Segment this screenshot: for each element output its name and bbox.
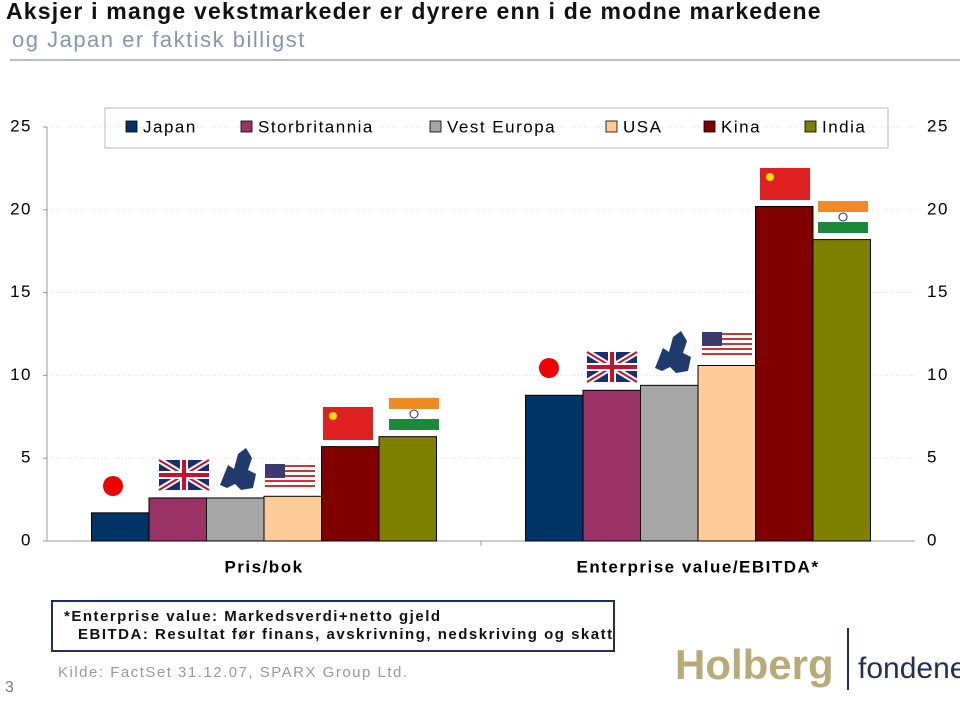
bar xyxy=(525,394,584,542)
bar xyxy=(812,239,871,542)
flag-india xyxy=(818,201,868,233)
bar xyxy=(697,364,756,542)
logo-fondene: fondene xyxy=(858,652,960,685)
bar xyxy=(91,512,150,542)
bar xyxy=(148,497,207,542)
chart-title: Aksjer i mange vekstmarkeder er dyrere e… xyxy=(6,0,822,24)
legend-swatch xyxy=(429,120,442,133)
bar xyxy=(206,497,265,542)
y2-tick-label: 5 xyxy=(927,448,938,467)
legend-swatch xyxy=(240,120,253,133)
flag-usa xyxy=(265,464,315,490)
legend-label: India xyxy=(822,117,866,136)
flag-japan xyxy=(103,476,123,496)
map-europe xyxy=(220,448,256,490)
source: Kilde: FactSet 31.12.07, SPARX Group Ltd… xyxy=(58,664,409,681)
y-tick-label: 5 xyxy=(21,448,32,467)
flag-india xyxy=(389,398,439,430)
flags xyxy=(103,168,868,496)
legend-label: Storbritannia xyxy=(258,117,374,136)
y-tick-label: 25 xyxy=(10,116,32,135)
y-tick-label: 20 xyxy=(10,199,32,218)
footnote-box xyxy=(51,600,615,652)
footnote: *Enterprise value: Markedsverdi+netto gj… xyxy=(64,608,442,625)
flag-usa xyxy=(702,332,752,358)
y2-tick-label: 25 xyxy=(927,116,949,135)
y-tick-label: 0 xyxy=(21,530,32,549)
logo-holberg: Holberg xyxy=(675,641,834,688)
x-tick-label: Pris/bok xyxy=(224,557,303,576)
bar xyxy=(755,205,814,542)
plot: 0 5 10 15 20 25 0 5 10 15 20 25 Pris/bok Enterprise v… xyxy=(10,116,949,576)
bar xyxy=(321,446,380,542)
legend-swatch xyxy=(703,120,716,133)
flag-china xyxy=(323,407,373,440)
y2-tick-label: 0 xyxy=(927,530,938,549)
bar xyxy=(582,389,641,542)
legend-swatch xyxy=(605,120,618,133)
legend-label: USA xyxy=(623,117,662,136)
x-tick-label: Enterprise value/EBITDA* xyxy=(577,557,820,576)
legend-label: Japan xyxy=(143,117,197,136)
bar xyxy=(378,436,437,542)
flag-uk xyxy=(585,349,639,385)
flag-japan xyxy=(539,358,559,378)
legend-box xyxy=(104,107,889,149)
page-number: 3 xyxy=(5,679,14,696)
bar xyxy=(640,384,699,542)
legend-swatch xyxy=(804,120,817,133)
y-tick-label: 10 xyxy=(10,365,32,384)
bar xyxy=(263,495,322,542)
flag-china xyxy=(760,168,810,200)
legend-label: Kina xyxy=(721,117,761,136)
y2-tick-label: 20 xyxy=(927,199,949,218)
y2-tick-label: 15 xyxy=(927,282,949,301)
legend-label: Vest Europa xyxy=(447,117,556,136)
y-tick-label: 15 xyxy=(10,282,32,301)
y2-tick-label: 10 xyxy=(927,365,949,384)
map-europe xyxy=(655,331,691,373)
chart-subtitle: og Japan er faktisk billigst xyxy=(12,27,306,52)
footnote: EBITDA: Resultat før finans, avskrivning… xyxy=(78,626,614,643)
legend-swatch xyxy=(125,120,138,133)
flag-uk xyxy=(157,457,211,493)
